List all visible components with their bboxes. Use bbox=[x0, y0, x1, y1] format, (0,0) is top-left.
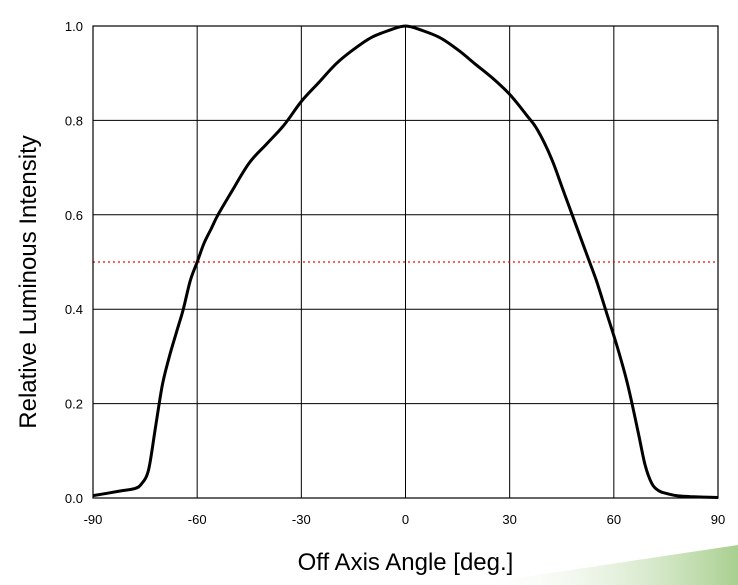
x-axis-title: Off Axis Angle [deg.] bbox=[298, 549, 514, 576]
x-tick-label: 30 bbox=[502, 512, 516, 527]
plot-frame bbox=[92, 25, 719, 499]
x-tick-label: -60 bbox=[188, 512, 207, 527]
x-tick-label: 0 bbox=[402, 512, 409, 527]
y-tick-label: 0.2 bbox=[65, 397, 83, 412]
y-tick-labels: 0.0 0.2 0.4 0.6 0.8 1.0 bbox=[65, 19, 83, 506]
y-tick-label: 0.6 bbox=[65, 208, 83, 223]
y-tick-label: 0.0 bbox=[65, 491, 83, 506]
series-curve bbox=[92, 24, 719, 499]
y-tick-label: 0.8 bbox=[65, 113, 83, 128]
y-tick-label: 0.4 bbox=[65, 302, 83, 317]
x-tick-label: 90 bbox=[711, 512, 725, 527]
y-tick-label: 1.0 bbox=[65, 19, 83, 34]
x-tick-label: -90 bbox=[84, 512, 103, 527]
x-tick-label: 60 bbox=[607, 512, 621, 527]
decorative-accent-band bbox=[470, 545, 738, 585]
x-tick-labels: -90 -60 -30 0 30 60 90 bbox=[84, 512, 726, 527]
x-tick-label: -30 bbox=[292, 512, 311, 527]
y-axis-title: Relative Luminous Intensity bbox=[15, 135, 42, 428]
